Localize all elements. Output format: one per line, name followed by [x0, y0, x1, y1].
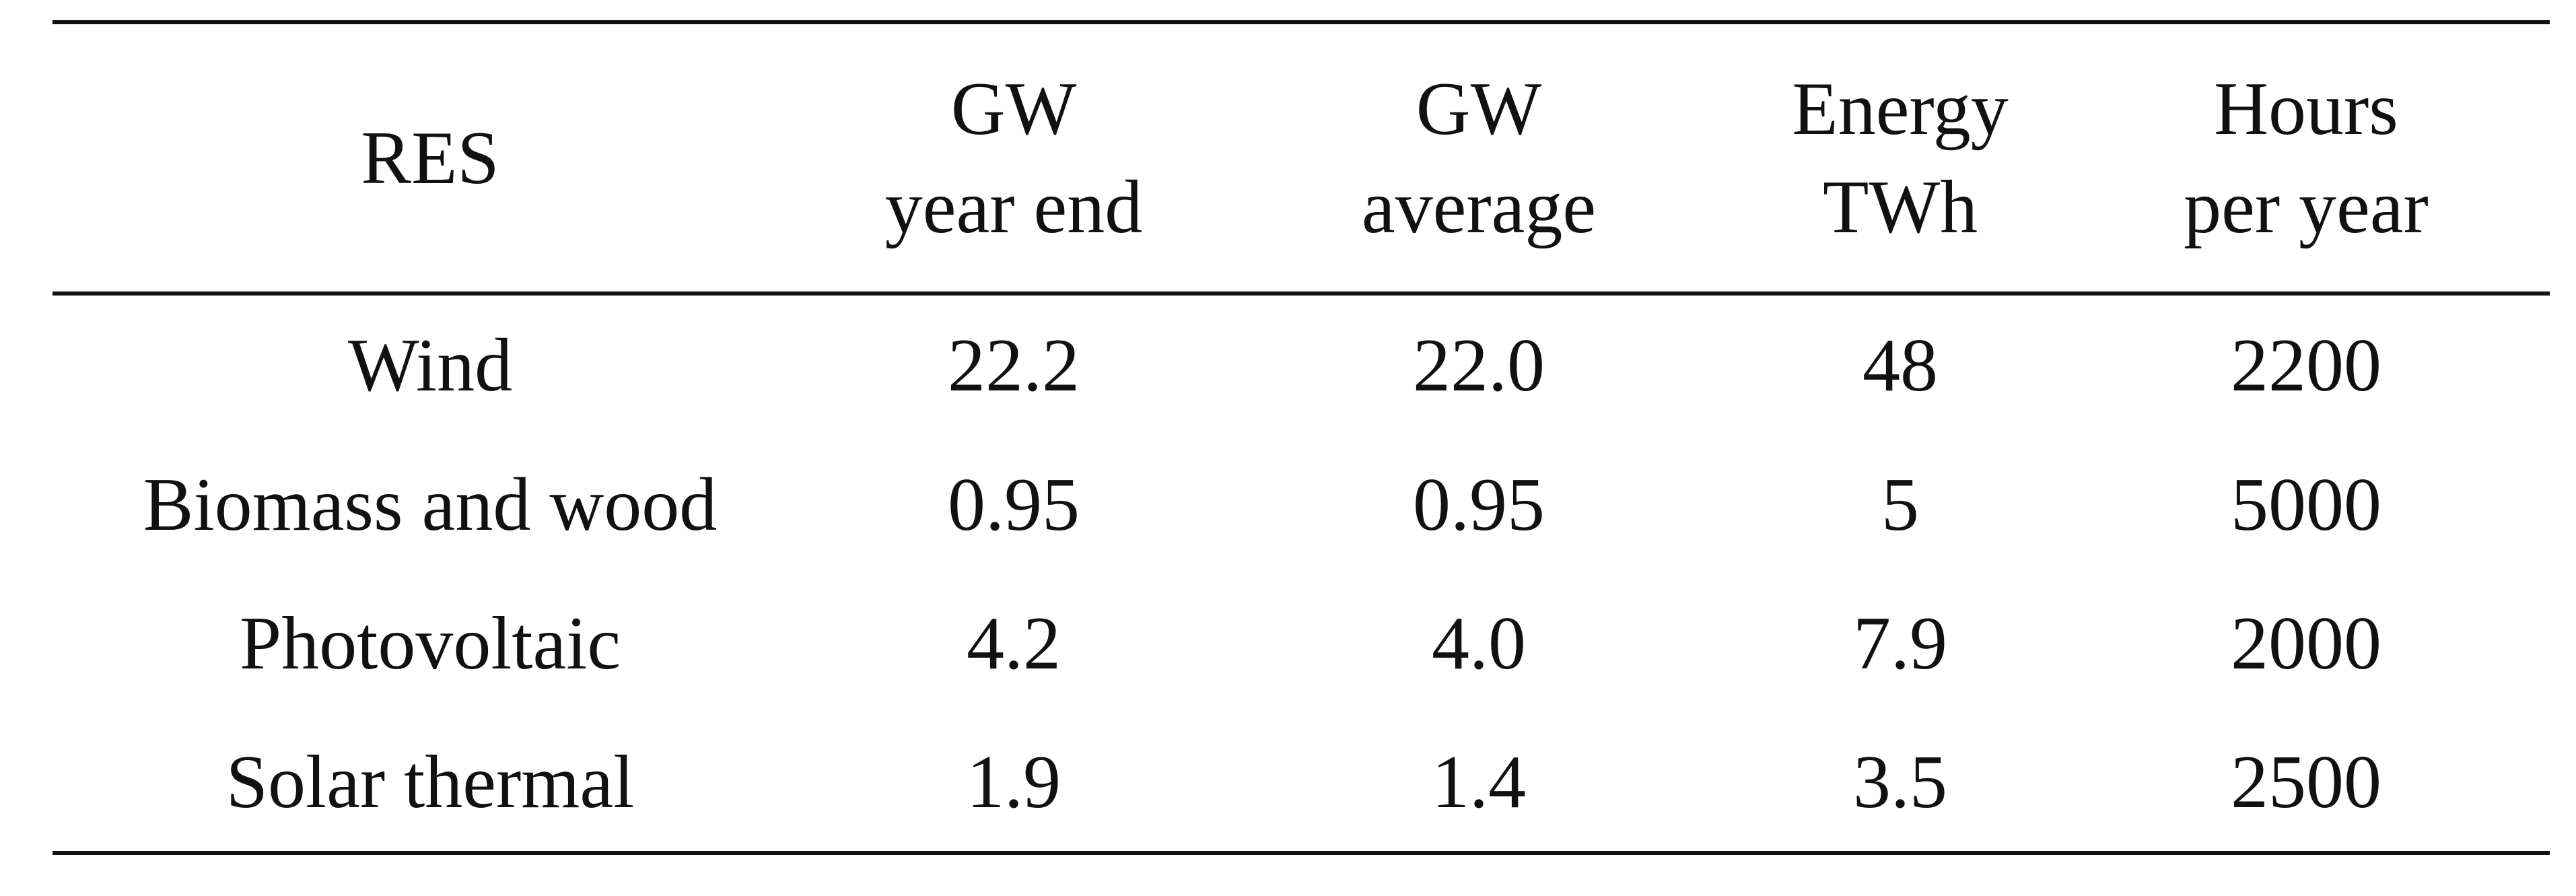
header-gw-average-line-1: GW	[1416, 67, 1542, 151]
table-row-biomass-and-wood: Biomass and wood 0.95 0.95 5 5000	[53, 436, 2550, 574]
cell-energy-twh: 7.9	[1853, 602, 1947, 685]
table-row-wind: Wind 22.2 22.0 48 2200	[53, 294, 2550, 436]
cell-gw-average: 22.0	[1413, 324, 1545, 407]
header-gw-year-end-line-1: GW	[950, 67, 1077, 151]
cell-gw-year-end: 22.2	[948, 324, 1080, 407]
cell-gw-year-end: 1.9	[967, 740, 1061, 824]
cell-gw-average: 1.4	[1432, 740, 1526, 824]
cell-energy-twh: 5	[1881, 463, 1919, 547]
cell-energy-twh: 3.5	[1853, 740, 1947, 824]
cell-hours-per-year: 2500	[2231, 740, 2381, 824]
cell-hours-per-year: 2000	[2231, 602, 2381, 685]
cell-hours-per-year: 5000	[2231, 463, 2381, 547]
table-row-photovoltaic: Photovoltaic 4.2 4.0 7.9 2000	[53, 574, 2550, 713]
cell-gw-average: 4.0	[1432, 602, 1526, 685]
cell-res: Biomass and wood	[143, 463, 718, 547]
header-gw-year-end-line-2: year end	[884, 165, 1143, 249]
cell-gw-year-end: 4.2	[967, 602, 1061, 685]
header-hours-per-year: Hours per year	[2062, 22, 2550, 294]
header-gw-year-end: GW year end	[808, 22, 1220, 294]
header-energy-twh-line-1: Energy	[1792, 67, 2009, 151]
header-gw-average: GW average	[1220, 22, 1738, 294]
cell-gw-average: 0.95	[1413, 463, 1545, 547]
header-energy-twh-line-2: TWh	[1822, 165, 1978, 249]
header-row: RES GW year end GW average Energy TWh Ho…	[53, 22, 2550, 294]
res-energy-table: RES GW year end GW average Energy TWh Ho…	[53, 20, 2550, 855]
header-energy-twh: Energy TWh	[1738, 22, 2062, 294]
cell-res: Wind	[347, 324, 513, 407]
cell-res: Photovoltaic	[239, 602, 621, 685]
table-row-solar-thermal: Solar thermal 1.9 1.4 3.5 2500	[53, 713, 2550, 853]
table-body: Wind 22.2 22.0 48 2200 Biomass and wood …	[53, 294, 2550, 853]
header-gw-average-line-2: average	[1361, 165, 1597, 249]
header-res: RES	[53, 22, 808, 294]
cell-energy-twh: 48	[1863, 324, 1938, 407]
cell-res: Solar thermal	[225, 740, 635, 824]
header-hours-per-year-line-1: Hours	[2214, 67, 2398, 151]
header-res-line-1: RES	[361, 116, 499, 200]
header-hours-per-year-line-2: per year	[2184, 165, 2429, 249]
cell-hours-per-year: 2200	[2231, 324, 2381, 407]
table-header: RES GW year end GW average Energy TWh Ho…	[53, 22, 2550, 294]
cell-gw-year-end: 0.95	[948, 463, 1080, 547]
